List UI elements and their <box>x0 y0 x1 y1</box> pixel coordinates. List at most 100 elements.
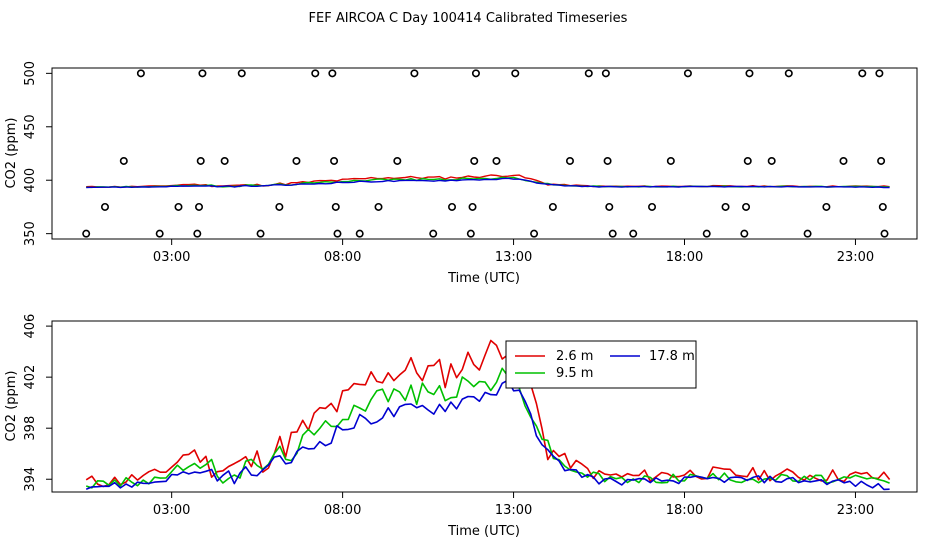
top-x-tick-label: 18:00 <box>666 250 703 265</box>
calibration-point <box>492 156 501 165</box>
calibration-point <box>174 202 183 211</box>
calibration-point <box>155 229 164 238</box>
calibration-point <box>198 69 207 78</box>
calibration-point <box>683 69 692 78</box>
calibration-point <box>311 69 320 78</box>
bottom-x-tick-label: 03:00 <box>153 503 190 518</box>
calibration-point <box>875 69 884 78</box>
calibration-point <box>292 156 301 165</box>
top-series-17-8-m <box>86 177 890 189</box>
calibration-point <box>608 229 617 238</box>
bottom-x-tick-label: 08:00 <box>324 503 361 518</box>
bottom-y-tick-label: 402 <box>23 365 38 390</box>
calibration-point <box>466 229 475 238</box>
calibration-point <box>275 202 284 211</box>
calibration-point <box>666 156 675 165</box>
bottom-y-tick-label: 406 <box>23 314 38 339</box>
calibration-point <box>136 69 145 78</box>
bottom-x-tick-label: 18:00 <box>666 503 703 518</box>
calibration-point <box>784 69 793 78</box>
calibration-point <box>330 156 339 165</box>
calibration-point <box>740 229 749 238</box>
top-y-tick-label: 450 <box>23 114 38 139</box>
bottom-series-17-8-m <box>85 379 890 491</box>
top-y-tick-label: 350 <box>23 221 38 246</box>
calibration-point <box>822 202 831 211</box>
top-y-axis: 350 400 450 500 <box>23 61 52 246</box>
bottom-y-axis-label: CO2 (ppm) <box>4 370 19 441</box>
top-calibration-points <box>82 69 889 238</box>
calibration-point <box>858 69 867 78</box>
calibration-point <box>429 229 438 238</box>
top-x-axis-label: Time (UTC) <box>447 271 520 286</box>
calibration-point <box>256 229 265 238</box>
figure-title: FEF AIRCOA C Day 100414 Calibrated Times… <box>309 11 628 26</box>
legend-box <box>505 340 697 389</box>
bottom-series-9-5-m <box>85 367 890 489</box>
calibration-point <box>410 69 419 78</box>
bottom-x-tick-label: 23:00 <box>837 503 874 518</box>
calibration-point <box>100 202 109 211</box>
top-series-group <box>86 174 890 189</box>
calibration-point <box>119 156 128 165</box>
bottom-y-tick-label: 394 <box>23 467 38 492</box>
calibration-point <box>328 69 337 78</box>
calibration-point <box>331 202 340 211</box>
calibration-point <box>355 229 364 238</box>
bottom-x-tick-label: 13:00 <box>495 503 532 518</box>
calibration-point <box>196 156 205 165</box>
top-x-tick-label: 03:00 <box>153 250 190 265</box>
calibration-point <box>220 156 229 165</box>
bottom-plot-frame <box>51 320 918 493</box>
calibration-point <box>880 229 889 238</box>
calibration-point <box>193 229 202 238</box>
legend-label-2-6m: 2.6 m <box>556 349 593 364</box>
calibration-point <box>603 156 612 165</box>
calibration-point <box>803 229 812 238</box>
calibration-point <box>767 156 776 165</box>
calibration-point <box>374 202 383 211</box>
calibration-point <box>511 69 520 78</box>
calibration-point <box>584 69 593 78</box>
calibration-point <box>530 229 539 238</box>
top-y-tick-label: 400 <box>23 168 38 193</box>
bottom-series-group <box>85 339 891 491</box>
calibration-point <box>237 69 246 78</box>
calibration-point <box>548 202 557 211</box>
calibration-point <box>82 229 91 238</box>
top-x-tick-label: 23:00 <box>837 250 874 265</box>
bottom-y-axis: 394 398 402 406 <box>23 314 52 492</box>
top-panel: 03:00 08:00 13:00 18:00 23:00 350 400 450 500 T… <box>4 61 918 286</box>
bottom-x-axis: 03:00 08:00 13:00 18:00 23:00 <box>153 492 874 518</box>
calibration-point <box>393 156 402 165</box>
top-plot-frame <box>51 67 918 240</box>
calibration-point <box>565 156 574 165</box>
top-y-axis-label: CO2 (ppm) <box>4 117 19 188</box>
bottom-series-2-6-m <box>85 339 891 488</box>
calibration-point <box>448 202 457 211</box>
legend-label-17-8m: 17.8 m <box>649 349 695 364</box>
top-x-axis: 03:00 08:00 13:00 18:00 23:00 <box>153 239 874 265</box>
top-x-tick-label: 13:00 <box>495 250 532 265</box>
bottom-y-tick-label: 398 <box>23 416 38 441</box>
bottom-x-axis-label: Time (UTC) <box>447 524 520 539</box>
top-x-tick-label: 08:00 <box>324 250 361 265</box>
calibration-point <box>333 229 342 238</box>
calibration-point <box>629 229 638 238</box>
calibration-point <box>605 202 614 211</box>
calibration-point <box>471 69 480 78</box>
calibration-point <box>745 69 754 78</box>
legend: 2.6 m 17.8 m 9.5 m <box>505 340 697 389</box>
legend-label-9-5m: 9.5 m <box>556 366 593 381</box>
bottom-panel: 03:00 08:00 13:00 18:00 23:00 394 398 402 406 T… <box>4 314 918 539</box>
calibration-point <box>877 156 886 165</box>
calibration-point <box>468 202 477 211</box>
calibration-point <box>648 202 657 211</box>
calibration-point <box>839 156 848 165</box>
calibration-point <box>878 202 887 211</box>
calibration-point <box>470 156 479 165</box>
calibration-point <box>702 229 711 238</box>
calibration-point <box>601 69 610 78</box>
top-y-tick-label: 500 <box>23 61 38 86</box>
